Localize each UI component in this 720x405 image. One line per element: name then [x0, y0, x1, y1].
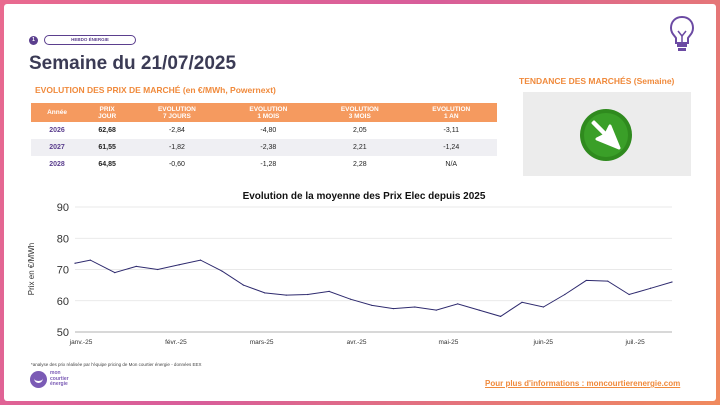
y-tick-labels: 50 60 70 80 90: [57, 202, 69, 339]
data-point: [585, 279, 587, 282]
data-point: [521, 301, 523, 303]
cell-spot: 62,68: [98, 127, 116, 134]
data-point: [285, 294, 287, 296]
footnote: *analyse des prix réalisée par l'équipe …: [31, 362, 202, 367]
cell-3m: 2,05: [352, 127, 367, 134]
data-point: [649, 287, 652, 289]
x-tick-label: mars-25: [250, 339, 274, 346]
data-point: [371, 304, 373, 307]
y-tick-label: 90: [57, 202, 69, 214]
cell-1y: N/A: [445, 161, 458, 168]
cell-spot: 64,85: [98, 161, 116, 168]
cell-year: 2028: [49, 161, 65, 168]
series-line: [74, 259, 673, 317]
table-header-row: Année PRIX JOUR EVOLUTION 7 JOURS EVOLUT…: [31, 103, 497, 122]
data-point: [74, 262, 76, 264]
trend-title: TENDANCE DES MARCHÉS (Semaine): [519, 76, 675, 86]
cell-7d: -0,60: [168, 161, 185, 168]
x-tick-label: mai-25: [438, 339, 458, 346]
cell-1y: -1,24: [405, 139, 497, 156]
series-points: [74, 259, 673, 317]
data-point: [392, 307, 394, 310]
col-header-1y: EVOLUTION 1 AN: [405, 103, 497, 122]
company-logo: mon courtier énergie: [30, 371, 76, 388]
data-point: [564, 293, 566, 296]
data-point: [89, 259, 91, 261]
price-table: Année PRIX JOUR EVOLUTION 7 JOURS EVOLUT…: [31, 103, 497, 173]
data-point: [607, 280, 609, 282]
data-point: [349, 298, 352, 300]
data-point: [671, 281, 673, 283]
data-point: [628, 293, 630, 296]
data-point: [457, 303, 459, 305]
x-tick-label: juil.-25: [625, 339, 646, 346]
data-point: [328, 290, 330, 292]
cell-1m: -1,28: [260, 161, 277, 168]
x-tick-label: avr.-25: [347, 339, 367, 346]
y-tick-label: 50: [57, 327, 69, 339]
data-point: [307, 293, 309, 296]
arrow-down-right-icon: [580, 109, 632, 161]
data-point: [199, 259, 202, 261]
table-row: 2027 61,55 -1,82 -2,38 2,21 -1,24: [31, 139, 497, 156]
data-point: [242, 284, 244, 286]
more-info-link[interactable]: Pour plus d'informations : moncourtieren…: [485, 379, 681, 388]
table-row: 2026 62,68 -2,84 -4,80 2,05 -3,11: [31, 122, 497, 139]
col-header-7d: EVOLUTION 7 JOURS: [131, 103, 223, 122]
logo-icon: [30, 371, 47, 388]
data-point: [178, 264, 180, 266]
cell-7d: -2,84: [168, 127, 185, 134]
week-title: Semaine du 21/07/2025: [29, 53, 237, 74]
col-header-year: Année: [31, 103, 84, 122]
table-row: 2028 64,85 -0,60 -1,28 2,28 N/A: [31, 156, 497, 173]
section-tag: 1 HEBDO ÉNERGIE: [29, 35, 136, 45]
y-tick-label: 70: [57, 265, 69, 277]
data-point: [478, 309, 480, 311]
data-point: [114, 272, 116, 274]
cell-3m: 2,28: [352, 161, 367, 168]
chart-title: Evolution de la moyenne des Prix Elec de…: [243, 191, 486, 202]
col-header-1m: EVOLUTION 1 MOIS: [222, 103, 315, 122]
col-header-3m: EVOLUTION 3 MOIS: [314, 103, 406, 122]
logo-text: mon courtier énergie: [50, 370, 69, 388]
x-tick-label: janv.-25: [69, 339, 93, 346]
data-point: [414, 306, 416, 308]
cell-3m: 2,21: [314, 139, 406, 156]
data-point: [435, 309, 437, 311]
grid-lines: [75, 206, 672, 333]
slide: 1 HEBDO ÉNERGIE Semaine du 21/07/2025 EV…: [4, 4, 716, 401]
cell-7d: -1,82: [131, 139, 223, 156]
data-point: [542, 306, 545, 308]
tag-number: 1: [29, 35, 38, 45]
lightbulb-icon: [669, 15, 695, 51]
x-tick-label: févr.-25: [165, 339, 187, 346]
x-tick-label: juin-25: [533, 339, 554, 346]
data-point: [135, 265, 137, 267]
data-point: [499, 315, 502, 317]
data-point: [221, 270, 223, 272]
col-header-spot: PRIX JOUR: [83, 103, 132, 122]
cell-year: 2027: [31, 139, 84, 156]
cell-1m: -2,38: [222, 139, 315, 156]
x-tick-labels: janv.-25 févr.-25 mars-25 avr.-25 mai-25 juin…: [69, 339, 645, 346]
y-tick-label: 60: [57, 296, 69, 308]
section-title: EVOLUTION DES PRIX DE MARCHÉ (en €/MWh, …: [35, 85, 276, 95]
cell-spot: 61,55: [83, 139, 132, 156]
y-axis-label: Prix en €/MWh: [27, 243, 36, 295]
cell-1y: -3,11: [443, 127, 459, 134]
price-chart: Evolution de la moyenne des Prix Elec de…: [27, 191, 673, 346]
tag-label: HEBDO ÉNERGIE: [44, 35, 136, 45]
y-tick-label: 80: [57, 233, 69, 245]
trend-indicator: [523, 92, 691, 176]
data-point: [157, 268, 159, 271]
data-point: [264, 292, 266, 294]
cell-1m: -4,80: [260, 127, 277, 134]
cell-year: 2026: [49, 127, 65, 134]
